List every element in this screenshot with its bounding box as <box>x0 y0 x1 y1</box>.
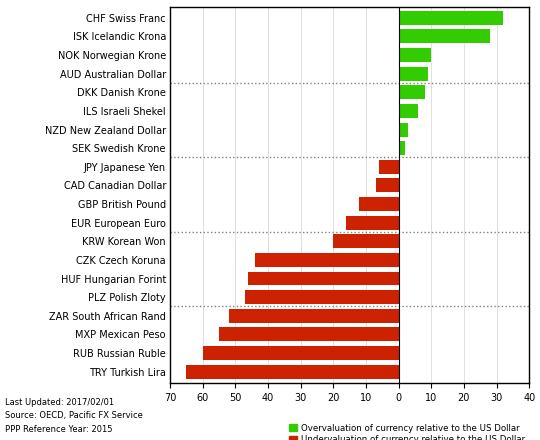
Bar <box>376 178 399 192</box>
Bar <box>399 29 490 44</box>
Bar <box>399 104 418 118</box>
Text: PPP Reference Year: 2015: PPP Reference Year: 2015 <box>5 425 113 433</box>
Bar <box>360 197 399 211</box>
Bar <box>399 85 425 99</box>
Text: Source: OECD, Pacific FX Service: Source: OECD, Pacific FX Service <box>5 411 143 420</box>
Bar <box>399 122 408 136</box>
Bar <box>379 160 399 174</box>
Text: Last Updated: 2017/02/01: Last Updated: 2017/02/01 <box>5 398 114 407</box>
Bar <box>219 327 399 341</box>
Bar <box>229 309 399 323</box>
Bar <box>333 234 399 248</box>
Bar <box>399 67 428 81</box>
Bar <box>399 11 503 25</box>
Legend: Overvaluation of currency relative to the US Dollar, Undervaluation of currency : Overvaluation of currency relative to th… <box>289 424 525 440</box>
Bar <box>399 48 431 62</box>
Bar <box>248 271 399 286</box>
Bar <box>245 290 399 304</box>
Bar <box>399 141 405 155</box>
Bar <box>346 216 399 230</box>
Bar <box>255 253 399 267</box>
Bar <box>186 365 399 378</box>
Bar <box>202 346 399 360</box>
